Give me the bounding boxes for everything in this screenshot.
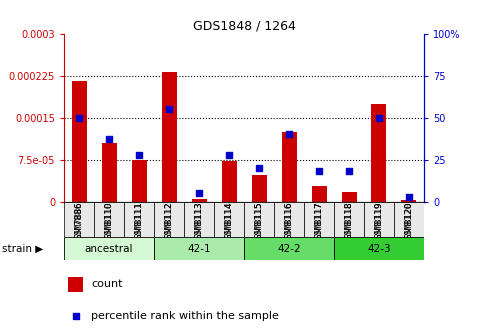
Bar [312,186,326,202]
Point [75,115,83,120]
Text: GSM8119: GSM8119 [375,202,384,245]
Text: GSM8112: GSM8112 [165,202,174,239]
Text: GSM8113: GSM8113 [195,202,204,245]
Bar [221,161,237,202]
Text: GSM8113: GSM8113 [195,202,204,239]
Text: GSM8117: GSM8117 [315,202,323,245]
Bar [64,202,94,237]
Bar [154,237,244,260]
Point [405,194,413,199]
Bar [214,202,244,237]
Text: GSM8112: GSM8112 [165,202,174,245]
Text: count: count [91,280,123,290]
Point [195,191,203,196]
Text: GSM8119: GSM8119 [375,202,384,239]
Bar [274,202,304,237]
Bar [282,132,296,202]
Text: GSM8111: GSM8111 [135,202,143,245]
Bar [102,143,116,202]
Point [255,165,263,171]
Bar [184,202,214,237]
Bar [304,202,334,237]
Text: 42-2: 42-2 [277,244,301,254]
Point [285,132,293,137]
Point [225,152,233,157]
Text: GSM8118: GSM8118 [345,202,353,245]
Text: 42-1: 42-1 [187,244,211,254]
Bar [162,72,176,202]
Point [165,107,173,112]
Text: GSM8120: GSM8120 [404,202,414,239]
Text: ancestral: ancestral [85,244,133,254]
Text: GSM8115: GSM8115 [254,202,264,239]
Bar [132,160,146,202]
Bar [71,81,87,202]
Bar [372,103,387,202]
Text: GSM8120: GSM8120 [404,202,414,245]
Bar [192,199,207,202]
Point [315,169,323,174]
Point [376,118,384,124]
Bar [154,202,184,237]
Bar [68,277,83,292]
Bar [94,202,124,237]
Text: GSM8116: GSM8116 [284,202,293,245]
Text: 42-3: 42-3 [367,244,391,254]
Bar [244,202,274,237]
Point [135,152,143,157]
Point [375,115,383,120]
Text: GSM8114: GSM8114 [224,202,234,239]
Bar [401,201,417,202]
Text: GSM8117: GSM8117 [315,202,323,239]
Point [105,137,113,142]
Text: GSM8111: GSM8111 [135,202,143,239]
Text: GSM7886: GSM7886 [74,202,84,239]
Text: strain ▶: strain ▶ [2,244,44,254]
Text: percentile rank within the sample: percentile rank within the sample [91,311,279,321]
Text: GSM8110: GSM8110 [105,202,113,239]
Bar [394,202,424,237]
Text: GSM8114: GSM8114 [224,202,234,245]
Bar [334,237,424,260]
Point [345,169,353,174]
Bar [342,192,356,202]
Bar [334,202,364,237]
Text: GSM7886: GSM7886 [74,202,84,245]
Text: GSM8116: GSM8116 [284,202,293,239]
Text: GSM8115: GSM8115 [254,202,264,245]
Text: GSM8118: GSM8118 [345,202,353,239]
Bar [251,175,267,202]
Bar [124,202,154,237]
Bar [64,237,154,260]
Title: GDS1848 / 1264: GDS1848 / 1264 [193,19,295,33]
Bar [364,202,394,237]
Text: GSM8110: GSM8110 [105,202,113,245]
Bar [244,237,334,260]
